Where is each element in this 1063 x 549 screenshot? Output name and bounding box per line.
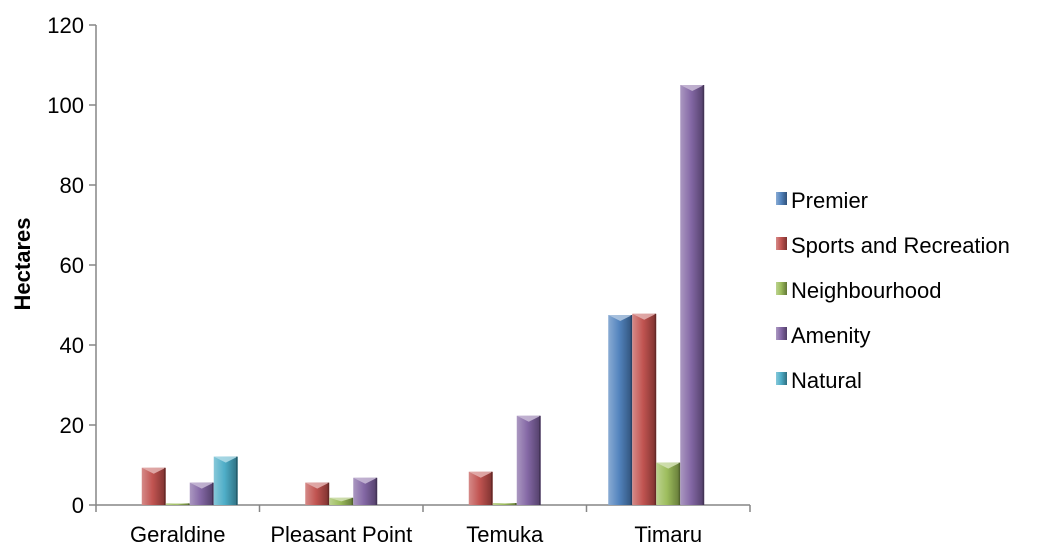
x-tick-label: Temuka: [466, 522, 544, 547]
legend-label: Amenity: [791, 323, 870, 348]
legend-label: Sports and Recreation: [791, 233, 1010, 258]
y-tick-label: 80: [60, 173, 84, 198]
legend: Premier Sports and Recreation Neighbourhoo…: [776, 188, 1010, 393]
legend-item-amenity: Amenity: [776, 323, 870, 348]
x-tick-label: Geraldine: [130, 522, 225, 547]
bar-amenity-timaru: [680, 85, 705, 505]
bars: [141, 85, 705, 505]
bar-amenity-geraldine: [189, 482, 214, 505]
y-tick-label: 40: [60, 333, 84, 358]
legend-label: Premier: [791, 188, 868, 213]
x-tick-label: Timaru: [634, 522, 702, 547]
bar-amenity-temuka: [516, 415, 541, 505]
bar-sports-and-recreation-pleasant-point: [305, 482, 330, 505]
legend-swatch: [776, 192, 787, 205]
legend-swatch: [776, 327, 787, 340]
y-tick-label: 20: [60, 413, 84, 438]
bar-neighbourhood-geraldine: [165, 503, 190, 505]
legend-item-sports-and-recreation: Sports and Recreation: [776, 233, 1010, 258]
x-tick-label: Pleasant Point: [270, 522, 412, 547]
legend-item-premier: Premier: [776, 188, 868, 213]
y-axis: 0 20 40 60 80 100 120: [47, 13, 97, 518]
x-axis: Geraldine Pleasant Point Temuka Timaru: [95, 504, 751, 547]
legend-swatch: [776, 372, 787, 385]
bar-neighbourhood-temuka: [492, 503, 517, 505]
bar-neighbourhood-timaru: [656, 462, 681, 505]
y-tick-label: 100: [47, 93, 84, 118]
bar-neighbourhood-pleasant-point: [329, 497, 354, 505]
legend-swatch: [776, 237, 787, 250]
bar-natural-geraldine: [213, 456, 238, 505]
y-axis-title: Hectares: [10, 218, 35, 311]
legend-label: Neighbourhood: [791, 278, 941, 303]
legend-label: Natural: [791, 368, 862, 393]
y-tick-label: 0: [72, 493, 84, 518]
bar-amenity-pleasant-point: [353, 477, 378, 505]
bar-sports-and-recreation-geraldine: [141, 467, 166, 505]
bar-sports-and-recreation-temuka: [468, 471, 493, 505]
legend-swatch: [776, 282, 787, 295]
bar-premier-timaru: [608, 315, 633, 505]
legend-item-neighbourhood: Neighbourhood: [776, 278, 941, 303]
y-tick-label: 120: [47, 13, 84, 38]
bar-sports-and-recreation-timaru: [632, 313, 657, 505]
legend-item-natural: Natural: [776, 368, 862, 393]
y-tick-label: 60: [60, 253, 84, 278]
